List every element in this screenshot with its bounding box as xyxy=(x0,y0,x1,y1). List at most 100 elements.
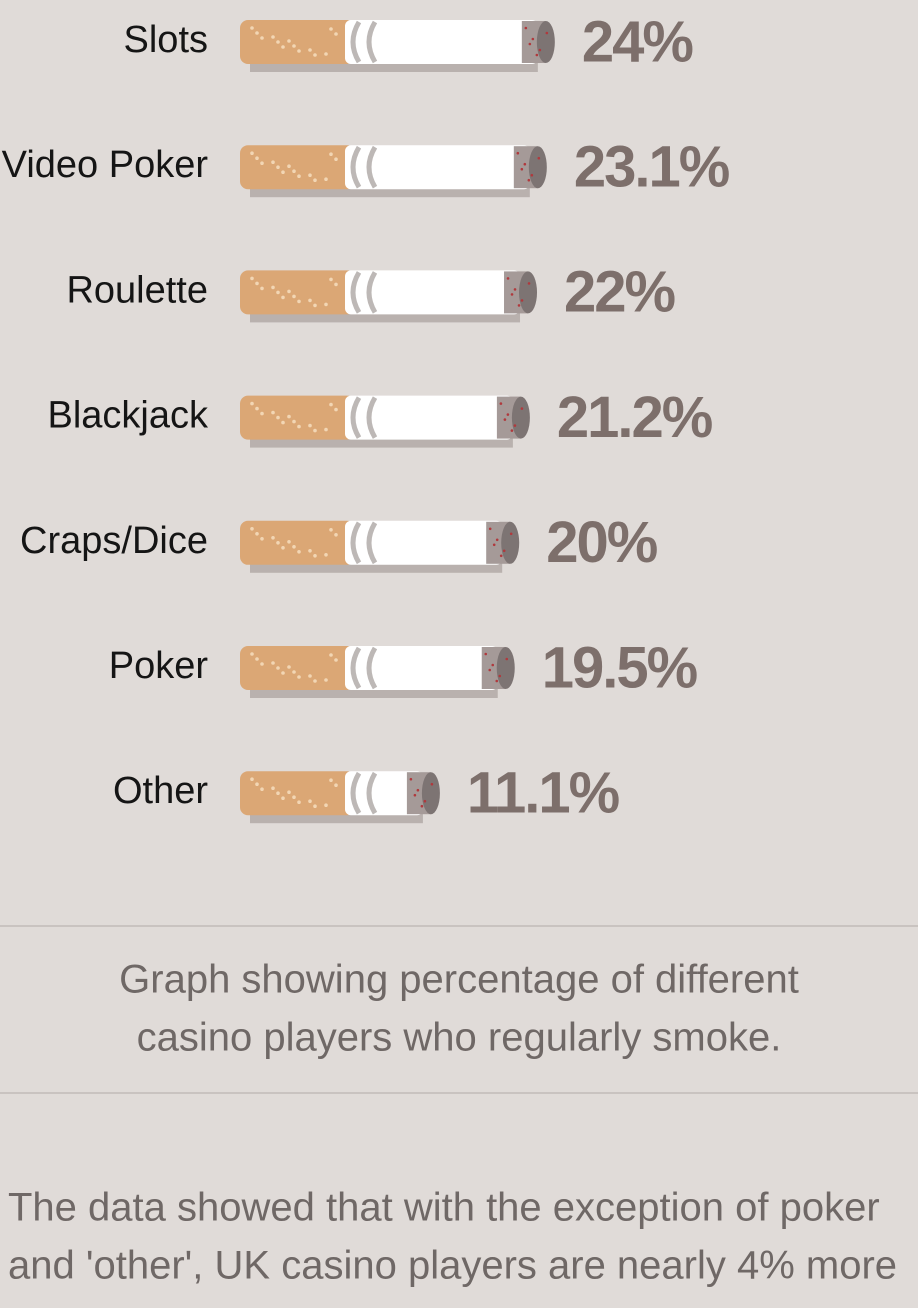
caption: casino players who regularly smoke. xyxy=(137,1016,782,1060)
category-label: Other xyxy=(113,770,208,812)
ember xyxy=(493,544,496,547)
cigarette-bar xyxy=(240,646,515,698)
filter xyxy=(240,771,355,815)
filter-dot xyxy=(329,278,333,282)
filter-dot xyxy=(271,160,275,164)
ember xyxy=(505,658,508,661)
filter-dot xyxy=(292,420,296,424)
filter-dot xyxy=(329,778,333,782)
filter-dot xyxy=(329,403,333,407)
ash-tip xyxy=(529,146,547,188)
cigarette-bar xyxy=(240,20,555,72)
ember xyxy=(528,179,531,182)
filter-dot xyxy=(255,407,259,411)
ember xyxy=(500,555,503,558)
category-label: Craps/Dice xyxy=(20,520,208,562)
ember xyxy=(529,43,532,46)
filter-dot xyxy=(334,32,338,36)
filter-dot xyxy=(276,40,280,44)
ember xyxy=(503,550,506,553)
filter-dot xyxy=(292,795,296,799)
filter-dot xyxy=(313,304,317,308)
filter-dot xyxy=(287,164,291,168)
value-label: 23.1% xyxy=(574,135,730,200)
ember xyxy=(488,669,491,672)
filter-dot xyxy=(281,170,285,174)
filter-dot xyxy=(250,277,254,281)
filter-dot xyxy=(334,283,338,287)
filter-dot xyxy=(276,791,280,795)
filter-dot xyxy=(334,408,338,412)
cigarette-bar xyxy=(240,521,519,573)
ember xyxy=(510,533,513,536)
filter-dot xyxy=(324,803,328,807)
category-label: Poker xyxy=(109,645,209,687)
value-label: 24% xyxy=(582,9,694,74)
filter-dot xyxy=(297,675,301,679)
filter-dot xyxy=(260,412,264,416)
filter-dot xyxy=(260,161,264,165)
ember xyxy=(511,429,514,432)
ember xyxy=(507,413,510,416)
filter-dot xyxy=(276,291,280,295)
ember xyxy=(528,282,531,285)
filter-dot xyxy=(313,554,317,558)
filter-dot xyxy=(287,290,291,294)
filter-dot xyxy=(324,303,328,307)
filter-dot xyxy=(308,424,312,428)
filter-dot xyxy=(260,287,264,291)
filter-dot xyxy=(281,546,285,550)
filter-dot xyxy=(297,174,301,178)
ember xyxy=(524,163,527,166)
filter-dot xyxy=(308,549,312,553)
ember xyxy=(531,174,534,177)
caption: Graph showing percentage of different xyxy=(119,958,799,1002)
filter-dot xyxy=(250,777,254,781)
filter xyxy=(240,145,355,189)
filter-dot xyxy=(324,678,328,682)
ember xyxy=(421,805,424,808)
filter-dot xyxy=(271,661,275,665)
filter xyxy=(240,646,355,690)
filter-dot xyxy=(255,156,259,160)
cigarette-bar xyxy=(240,270,537,322)
filter-dot xyxy=(281,45,285,49)
filter-dot xyxy=(281,296,285,300)
filter xyxy=(240,521,355,565)
filter-dot xyxy=(329,27,333,31)
filter-dot xyxy=(281,671,285,675)
ember xyxy=(539,49,542,52)
ember xyxy=(498,675,501,678)
ash-tip xyxy=(501,522,519,564)
ember xyxy=(511,293,514,296)
filter-dot xyxy=(276,541,280,545)
filter-dot xyxy=(255,282,259,286)
ash-tip xyxy=(422,772,440,814)
filter-dot xyxy=(329,528,333,532)
filter-dot xyxy=(276,666,280,670)
filter-dot xyxy=(308,799,312,803)
filter xyxy=(240,20,355,64)
filter-dot xyxy=(287,540,291,544)
cigarette-bar xyxy=(240,771,440,823)
filter-dot xyxy=(271,786,275,790)
ember xyxy=(538,157,541,160)
filter-dot xyxy=(255,657,259,661)
filter-dot xyxy=(260,662,264,666)
filter-dot xyxy=(297,800,301,804)
ember xyxy=(536,54,539,57)
ember xyxy=(514,288,517,291)
ember xyxy=(410,778,413,781)
ember xyxy=(496,539,499,542)
cigarette-bar xyxy=(240,145,547,197)
filter-dot xyxy=(281,421,285,425)
filter-dot xyxy=(287,665,291,669)
filter-dot xyxy=(281,796,285,800)
ember xyxy=(417,789,420,792)
filter-dot xyxy=(292,545,296,549)
filter-dot xyxy=(334,783,338,787)
filter-dot xyxy=(271,286,275,290)
filter-dot xyxy=(313,679,317,683)
value-label: 11.1% xyxy=(467,761,620,826)
filter-dot xyxy=(292,670,296,674)
